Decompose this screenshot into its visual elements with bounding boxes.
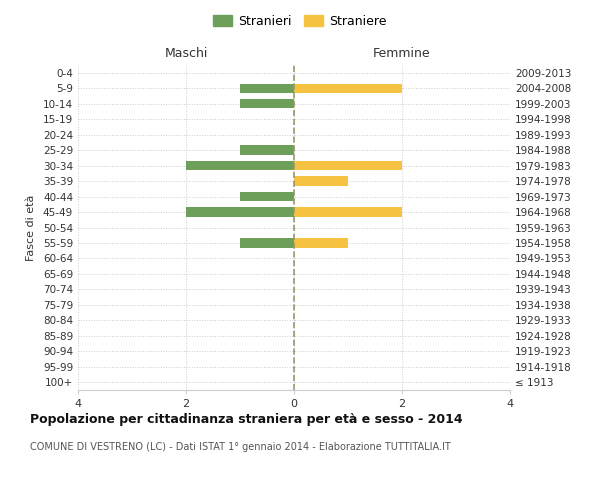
Legend: Stranieri, Straniere: Stranieri, Straniere: [209, 11, 391, 32]
Bar: [240, 84, 294, 93]
Bar: [294, 176, 348, 186]
Y-axis label: Fasce di età: Fasce di età: [26, 194, 36, 260]
Bar: [294, 161, 402, 170]
Bar: [240, 192, 294, 201]
Text: Popolazione per cittadinanza straniera per età e sesso - 2014: Popolazione per cittadinanza straniera p…: [30, 412, 463, 426]
Bar: [240, 238, 294, 248]
Bar: [294, 208, 402, 216]
Bar: [294, 238, 348, 248]
Bar: [240, 146, 294, 155]
Bar: [186, 161, 294, 170]
Text: Maschi: Maschi: [164, 48, 208, 60]
Bar: [186, 208, 294, 216]
Text: COMUNE DI VESTRENO (LC) - Dati ISTAT 1° gennaio 2014 - Elaborazione TUTTITALIA.I: COMUNE DI VESTRENO (LC) - Dati ISTAT 1° …: [30, 442, 451, 452]
Bar: [240, 99, 294, 108]
Bar: [294, 84, 402, 93]
Text: Femmine: Femmine: [373, 48, 431, 60]
